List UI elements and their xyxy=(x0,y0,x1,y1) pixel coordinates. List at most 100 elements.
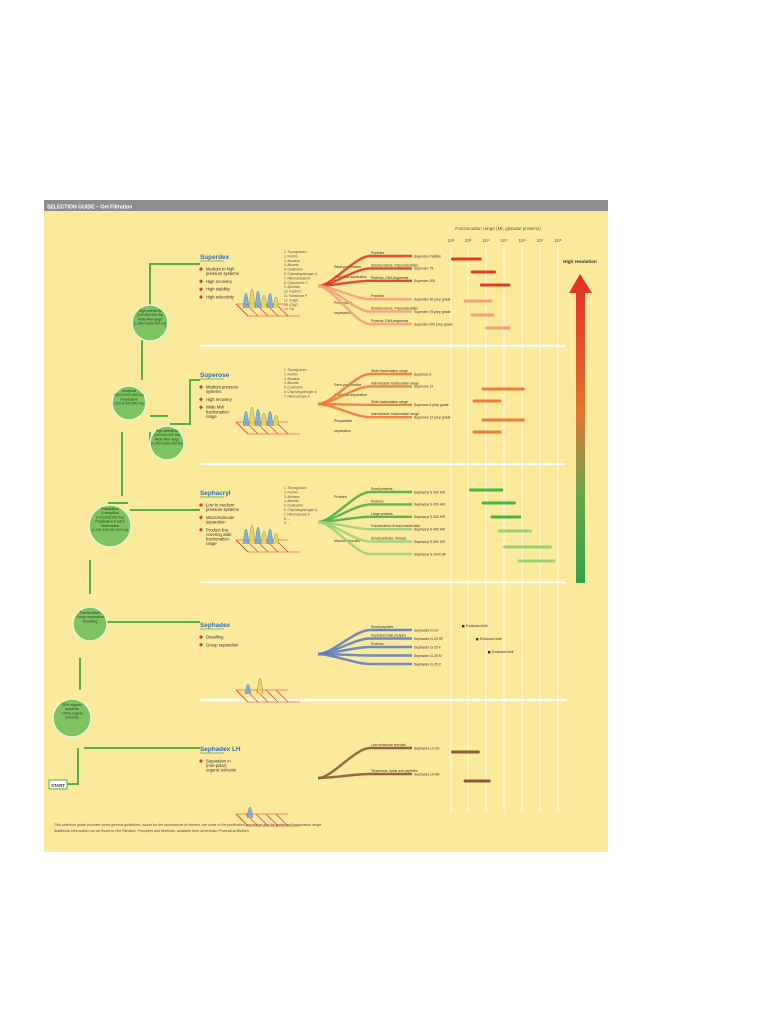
product-name[interactable]: Sephadex G-25 F xyxy=(414,645,441,649)
legend-item: 1. Thyroglobulin xyxy=(284,250,307,254)
start-box[interactable]: START xyxy=(48,779,68,790)
tree-node-analytical[interactable]: Analytical (100-5,000,000 Da) Preparative(… xyxy=(111,385,147,421)
range-bar xyxy=(497,529,532,533)
grid-lines xyxy=(450,246,559,812)
media-block-sephadex[interactable]: Sephadex Desalting Group separation Small p… xyxy=(199,622,514,703)
group-label: Preparative xyxy=(334,419,352,423)
row-label: Small proteins, Polynucleotides xyxy=(371,307,418,311)
node-line: Wide MW range xyxy=(138,317,162,321)
media-bullet: High recovery xyxy=(206,397,233,402)
product-name[interactable]: Superdex 30 prep grade xyxy=(414,298,451,302)
range-bar xyxy=(485,326,511,330)
product-name[interactable]: Sephadex G-25 SF xyxy=(414,637,443,641)
product-name[interactable]: Sephacryl S-300 HR xyxy=(414,515,445,519)
product-name[interactable]: Superose 6 xyxy=(414,372,431,376)
group-label: Analytical separation xyxy=(334,393,367,397)
product-name[interactable]: Superdex Peptide xyxy=(414,254,441,258)
product-name[interactable]: Sephacryl S-100 HR xyxy=(414,490,445,494)
axis-tick-label: 10⁷ xyxy=(537,238,544,243)
range-bars xyxy=(451,257,556,783)
legend-item: 6. Chymotrypsinogen A xyxy=(284,272,318,276)
media-bullet: covering wide xyxy=(206,532,232,537)
range-bar xyxy=(469,488,504,492)
axis-tick-label: 10⁴ xyxy=(482,238,489,243)
media-bullet: range xyxy=(206,541,217,546)
product-name[interactable]: Sephacryl S-400 HR xyxy=(414,528,445,532)
product-name[interactable]: Sephacryl S-500 HR xyxy=(414,540,445,544)
tree-node-prep-analytical[interactable]: Preparative & analytical (>=10,000,000 Da)… xyxy=(88,504,132,548)
range-bar xyxy=(481,387,525,391)
legend-item: 4. Albumin xyxy=(284,381,299,385)
node-line: 20% organic xyxy=(62,703,82,707)
tree-node-high-selectivity-2-label: High selectivity (100-100,000 Da) Wide MW … xyxy=(151,429,183,446)
range-bar xyxy=(472,430,502,434)
node-line: (100-600,000 Da) xyxy=(137,313,164,317)
tree-node-organic[interactable]: 20% organic solvents >20% organic solvents xyxy=(52,698,92,738)
product-name[interactable]: Superdex 200 prep grade xyxy=(414,322,453,326)
high-resolution-label: High resolution xyxy=(563,259,597,264)
product-name[interactable]: Sephacryl S-200 HR xyxy=(414,503,445,507)
axis-tick-label: 10² xyxy=(448,238,455,243)
product-name[interactable]: Superose 12 xyxy=(414,385,433,389)
node-line: solvents xyxy=(65,707,78,711)
row-label: Terpenoids, lipids and peptides xyxy=(371,769,418,773)
range-bar xyxy=(470,313,495,317)
node-line: Desalting xyxy=(83,619,98,623)
row-label: Small proteins, Polynucleotides xyxy=(371,263,418,267)
row-label: Peptides xyxy=(371,251,384,255)
media-bullet: Medium to high xyxy=(206,267,235,272)
product-name[interactable]: Sephadex LH-20 xyxy=(414,746,440,750)
product-name[interactable]: Sephadex G-25 M xyxy=(414,654,442,658)
media-bullet: Macromolecule xyxy=(206,515,235,520)
legend-item: 11. Substance P xyxy=(284,294,307,298)
legend-item: 9. Aprotinin xyxy=(284,285,300,289)
node-line: Preparative xyxy=(101,507,118,511)
range-bar xyxy=(463,779,491,783)
product-name[interactable]: Sephadex G-25 C xyxy=(414,662,442,666)
product-name[interactable]: Superose 12 prep grade xyxy=(414,416,451,420)
legend-item: 8. Cytochrome C xyxy=(284,281,309,285)
product-tree: Small peptides Sephadex G-10 Peptides/smal… xyxy=(317,624,514,666)
tree-node-high-selectivity-1[interactable]: High selectivity (100-600,000 Da) Wide MW … xyxy=(131,304,169,342)
node-line: (1,000-100,000,000 Da) xyxy=(92,528,128,532)
product-name[interactable]: Sephadex LH-60 xyxy=(414,772,440,776)
row-label: Peptides/small proteins xyxy=(371,634,406,638)
product-name[interactable]: Superdex 200 xyxy=(414,279,435,283)
row-label: Intermediate fractionation range xyxy=(371,381,419,385)
tree-node-fractionation[interactable]: Fractionation Group separation Desalting xyxy=(72,606,108,642)
product-name[interactable]: Superdex 75 prep grade xyxy=(414,310,451,314)
legend-item: 3. Aldolase xyxy=(284,259,300,263)
footnote-line-2: Additional information can be found in G… xyxy=(53,829,250,833)
tree-node-high-selectivity-2[interactable]: High selectivity (100-100,000 Da) Wide MW … xyxy=(149,425,185,461)
axis-tick-label: 10⁸ xyxy=(554,238,561,243)
range-bar xyxy=(481,501,516,505)
range-bar xyxy=(451,257,482,261)
media-bullet: Group separation xyxy=(206,642,239,647)
node-line: (100-5,000,000 Da) xyxy=(114,393,143,397)
node-line: solvents xyxy=(65,716,78,720)
media-block-sephadex-lh[interactable]: Sephadex LH Separation in(non-polar)organ… xyxy=(199,743,440,827)
row-label: Large proteins xyxy=(371,512,393,516)
product-name[interactable]: Sephadex G-10 xyxy=(414,628,438,632)
media-bullet: fractionation xyxy=(206,537,229,542)
product-name[interactable]: Sephacryl S-1000 SF xyxy=(414,552,446,556)
range-bar xyxy=(463,299,493,303)
range-bar xyxy=(503,545,552,549)
media-bullet: Wide MW xyxy=(206,405,224,410)
bullet-icon xyxy=(199,295,203,299)
media-bullet: fractionation xyxy=(206,409,229,414)
product-name[interactable]: Superdex 75 xyxy=(414,267,433,271)
product-name[interactable]: Superose 6 prep grade xyxy=(414,403,449,407)
range-bar xyxy=(470,270,496,274)
legend-item: 7. Ribonuclease A xyxy=(284,276,311,280)
group-label: separation xyxy=(334,311,351,315)
node-line: Fractionation xyxy=(80,611,101,615)
bullet-icon xyxy=(199,279,203,284)
exclusion-marker xyxy=(488,651,491,654)
range-bar xyxy=(451,750,480,754)
legend-item: 7. Ribonuclease A xyxy=(284,394,311,398)
